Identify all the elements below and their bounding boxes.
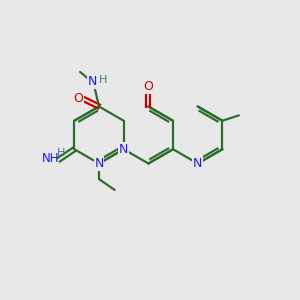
Text: N: N	[193, 157, 202, 170]
Text: N: N	[87, 75, 97, 88]
Text: N: N	[94, 157, 104, 170]
Text: H: H	[57, 148, 65, 158]
Text: O: O	[143, 80, 153, 94]
Text: N: N	[119, 143, 128, 156]
Text: NH: NH	[42, 152, 59, 165]
Text: H: H	[98, 75, 107, 85]
Text: O: O	[73, 92, 83, 105]
